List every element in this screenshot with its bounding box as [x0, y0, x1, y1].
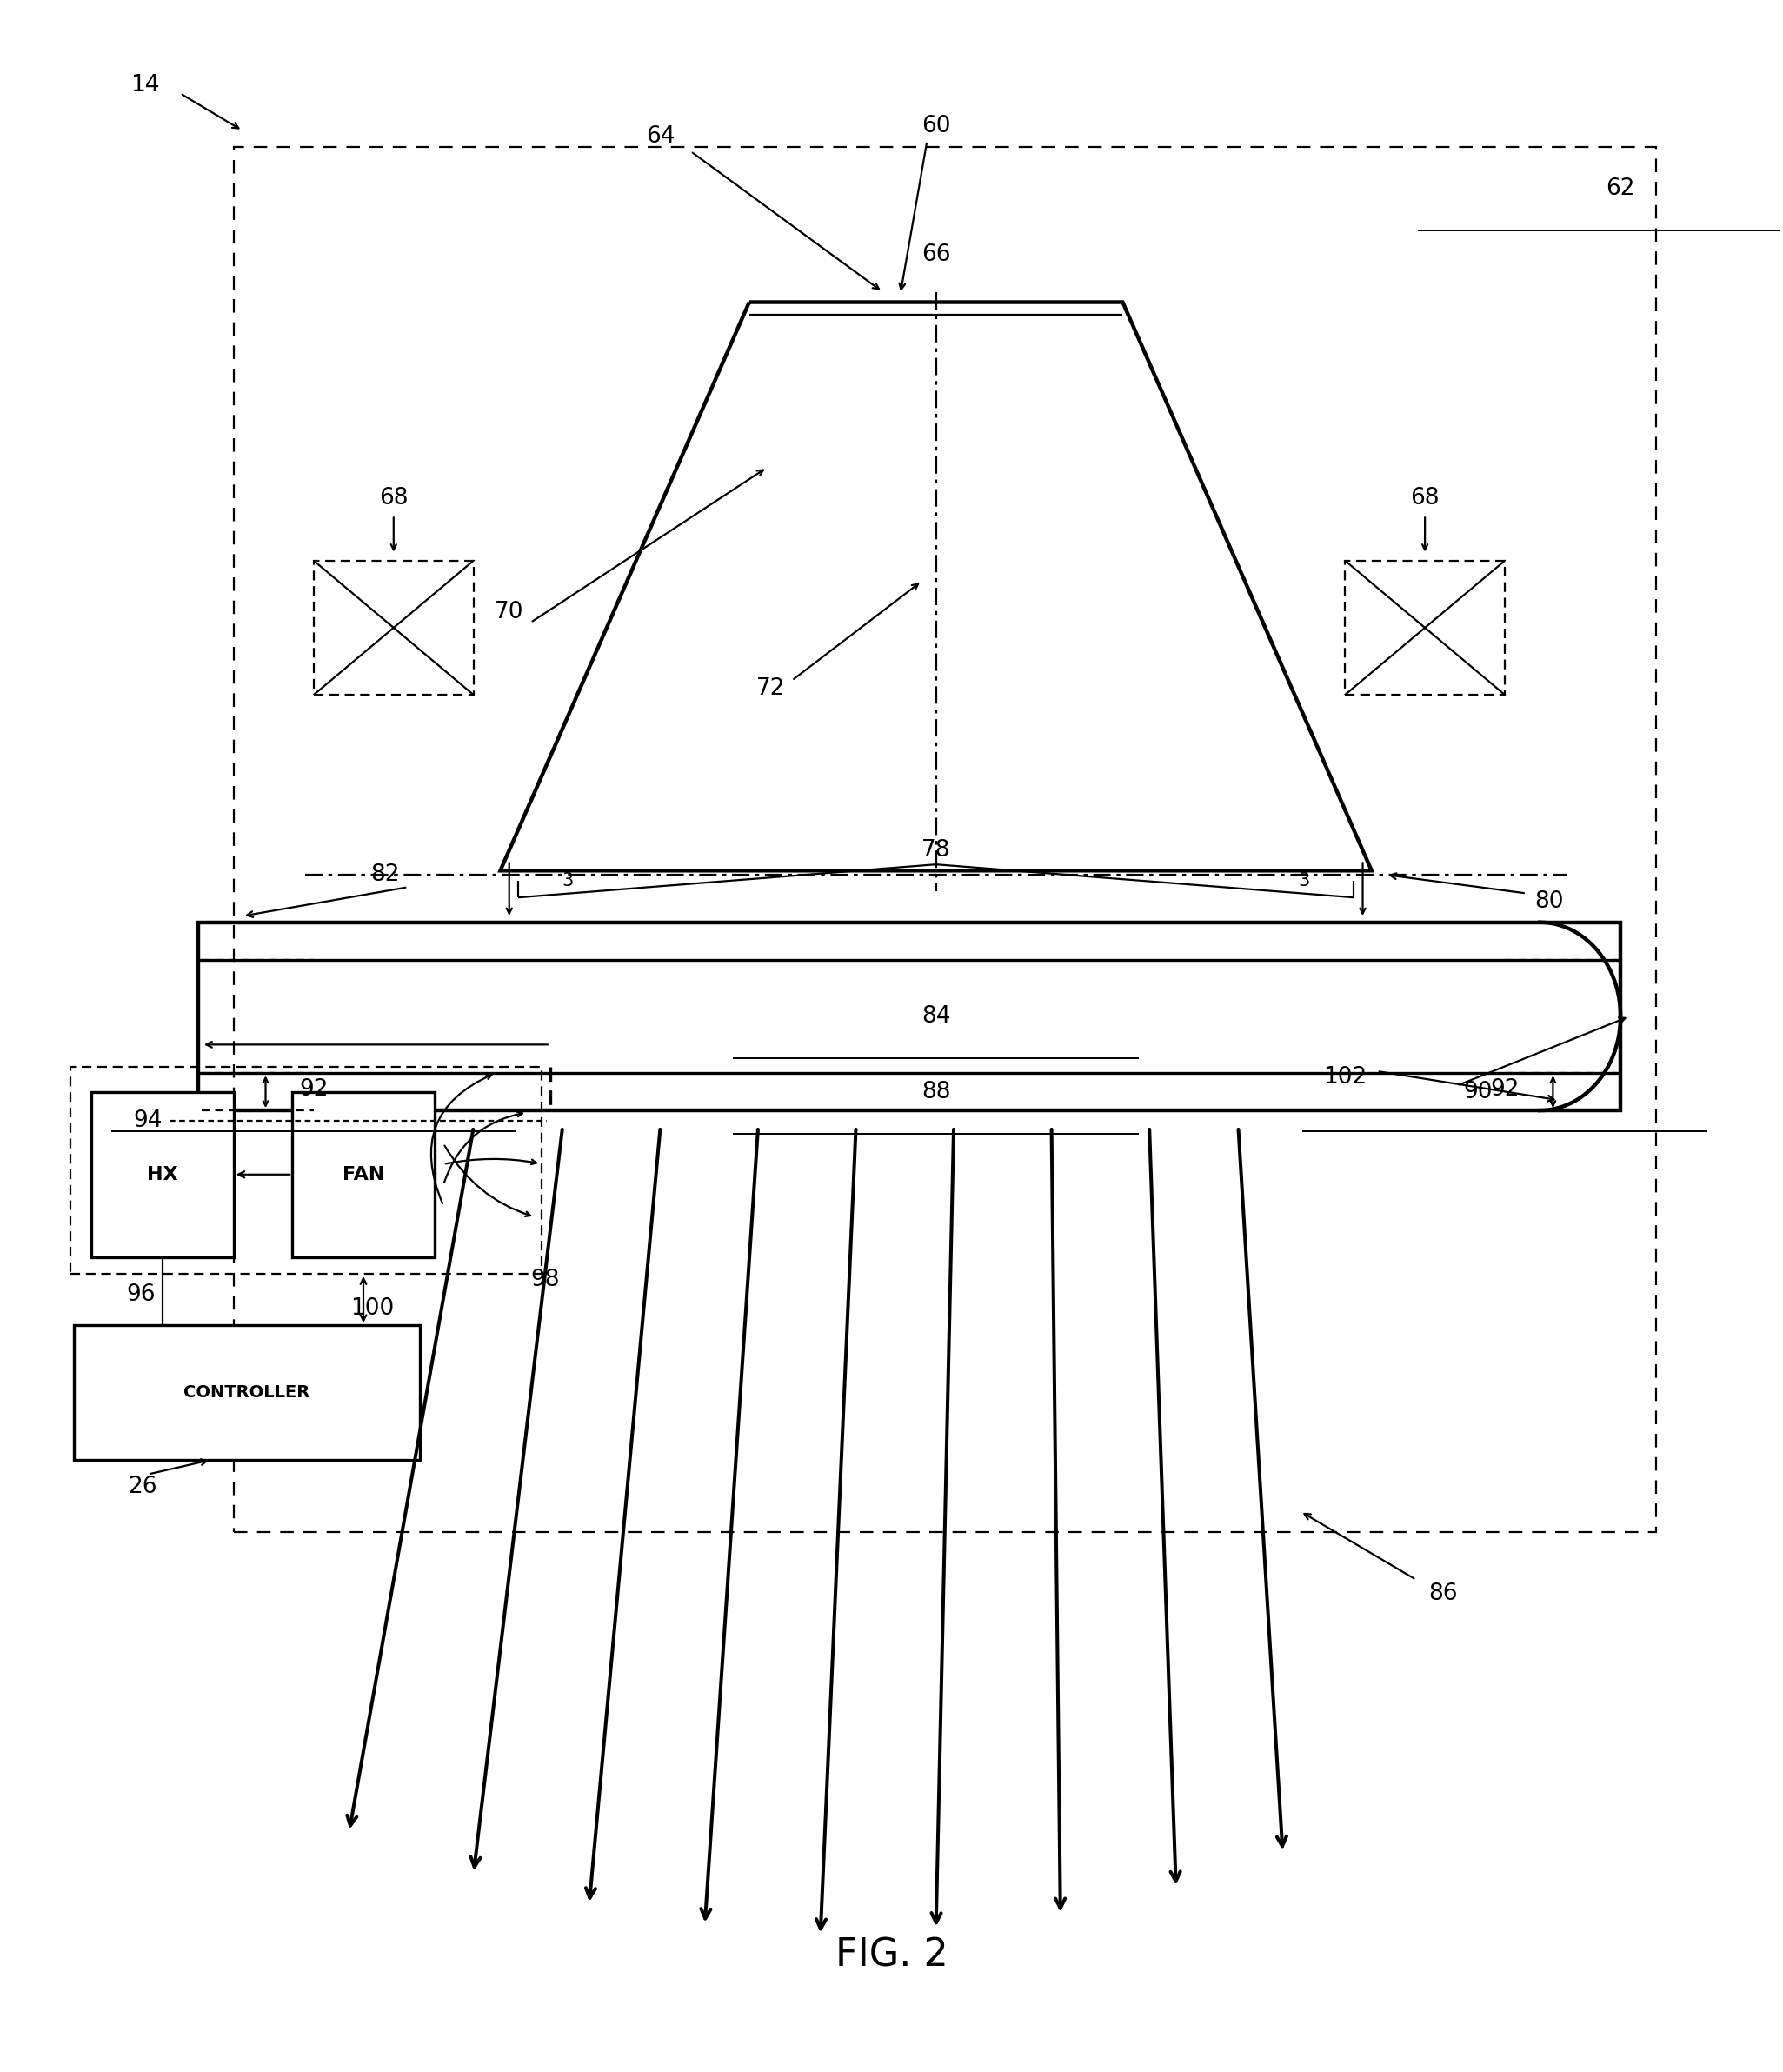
- Text: 72: 72: [756, 678, 785, 700]
- Text: 70: 70: [494, 601, 524, 624]
- Text: 100: 100: [351, 1297, 394, 1320]
- Text: 86: 86: [1428, 1583, 1457, 1606]
- Text: 14: 14: [130, 75, 159, 97]
- Bar: [70, 1067, 542, 1274]
- Text: 82: 82: [371, 864, 399, 887]
- Text: 66: 66: [922, 242, 950, 265]
- Text: 68: 68: [380, 487, 408, 510]
- Text: 62: 62: [1606, 178, 1635, 199]
- Bar: [91, 1092, 234, 1258]
- Text: CONTROLLER: CONTROLLER: [184, 1384, 310, 1401]
- Bar: [234, 147, 1656, 1531]
- Text: 3: 3: [562, 872, 574, 889]
- Text: 60: 60: [922, 116, 950, 137]
- Text: 94: 94: [134, 1109, 162, 1131]
- Text: 26: 26: [128, 1475, 157, 1498]
- Text: 80: 80: [1535, 891, 1564, 914]
- Bar: [314, 562, 474, 694]
- Bar: [198, 922, 1621, 1111]
- Text: 98: 98: [530, 1268, 560, 1291]
- Text: 92: 92: [300, 1077, 328, 1100]
- Text: 102: 102: [1323, 1065, 1368, 1088]
- Text: 78: 78: [922, 839, 950, 862]
- Text: 96: 96: [127, 1283, 155, 1305]
- Bar: [73, 1326, 421, 1461]
- Text: 84: 84: [922, 1005, 950, 1028]
- Text: 3: 3: [1298, 872, 1311, 889]
- Text: FIG. 2: FIG. 2: [834, 1937, 949, 1975]
- Text: HX: HX: [146, 1167, 178, 1183]
- Bar: [1344, 562, 1505, 694]
- Text: 88: 88: [922, 1080, 950, 1102]
- Bar: [292, 1092, 435, 1258]
- Text: 90: 90: [1464, 1080, 1492, 1102]
- Text: FAN: FAN: [342, 1167, 385, 1183]
- Text: 92: 92: [1491, 1077, 1519, 1100]
- Text: 64: 64: [645, 126, 676, 147]
- Text: 68: 68: [1410, 487, 1439, 510]
